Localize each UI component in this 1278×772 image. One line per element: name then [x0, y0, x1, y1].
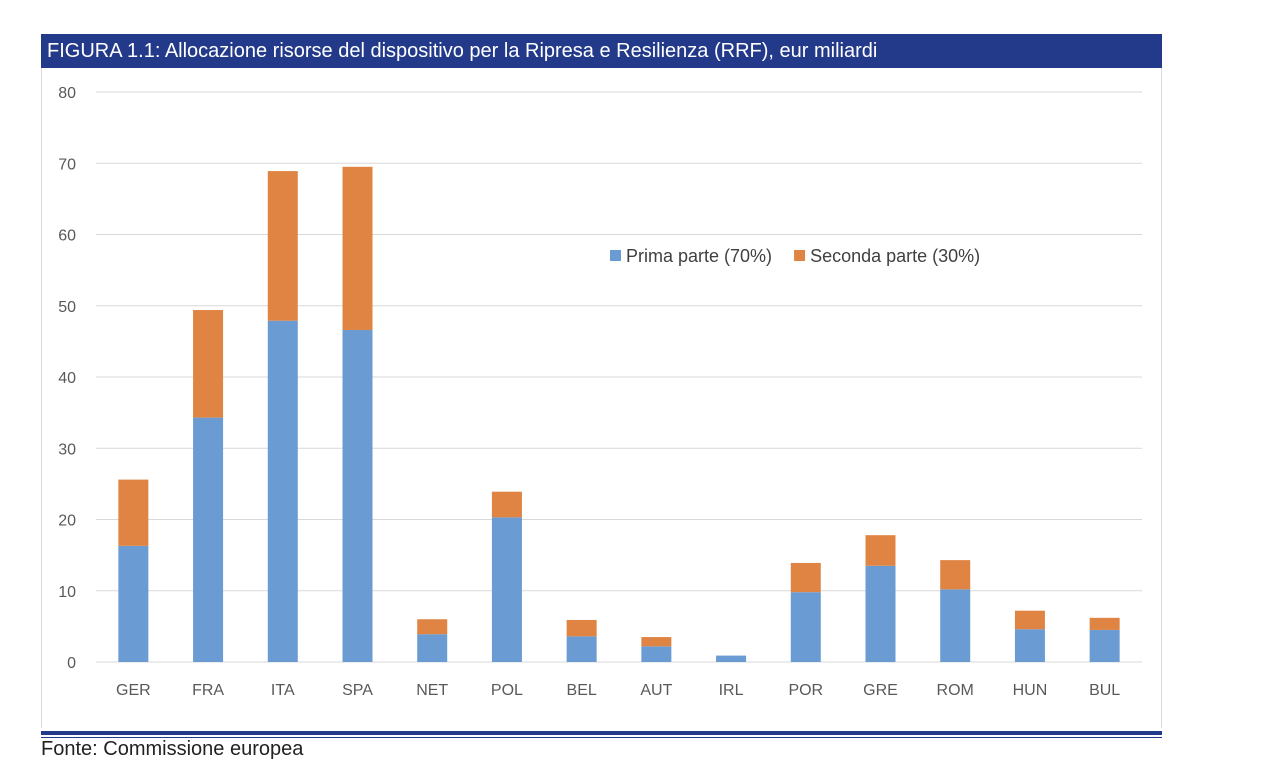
x-tick-label: HUN — [1013, 682, 1048, 699]
bar-segment-1 — [865, 565, 896, 662]
bar-segment-2 — [1014, 610, 1045, 630]
x-tick-label: POL — [491, 682, 523, 699]
footer-rule-thick — [41, 731, 1162, 735]
bar-segment-2 — [118, 479, 149, 546]
bar-segment-2 — [267, 171, 298, 321]
x-tick-label: AUT — [640, 682, 672, 699]
bar-segment-2 — [491, 491, 522, 518]
x-tick-label: GER — [116, 682, 151, 699]
x-tick-label: ROM — [937, 682, 974, 699]
footer-rule-thin — [41, 737, 1162, 738]
x-tick-label: POR — [788, 682, 823, 699]
bar-segment-1 — [118, 545, 149, 662]
bar-segment-2 — [417, 619, 448, 635]
x-tick-label: NET — [416, 682, 448, 699]
y-tick-label: 80 — [58, 85, 76, 102]
bar-segment-2 — [641, 637, 672, 647]
bar-segment-1 — [193, 417, 224, 662]
figure-title: FIGURA 1.1: Allocazione risorse del disp… — [41, 34, 1162, 68]
y-tick-label: 50 — [58, 299, 76, 316]
chart-frame: 0 10 20 30 40 50 60 70 80 GER FRA ITA SPA NET POL BEL A… — [41, 68, 1162, 728]
gridlines — [96, 91, 1142, 663]
bar-segment-1 — [491, 517, 522, 662]
legend: Prima parte (70%) Seconda parte (30%) — [610, 246, 980, 266]
bar-segment-1 — [417, 634, 448, 662]
bar-segment-2 — [940, 560, 971, 590]
bar-segment-2 — [790, 562, 821, 593]
bars — [118, 166, 1120, 662]
bar-segment-1 — [790, 592, 821, 662]
x-tick-label: SPA — [342, 682, 373, 699]
bar-segment-2 — [193, 310, 224, 418]
x-tick-label: GRE — [863, 682, 898, 699]
y-axis-ticks: 0 10 20 30 40 50 60 70 80 — [58, 85, 76, 672]
y-tick-label: 30 — [58, 441, 76, 458]
bar-segment-1 — [641, 646, 672, 662]
bar-segment-2 — [566, 619, 597, 637]
bar-segment-1 — [342, 329, 373, 662]
legend-swatch-2 — [794, 250, 806, 261]
y-tick-label: 20 — [58, 513, 76, 530]
x-tick-label: IRL — [719, 682, 744, 699]
bar-segment-2 — [342, 166, 373, 330]
y-tick-label: 40 — [58, 370, 76, 387]
y-tick-label: 70 — [58, 156, 76, 173]
bar-segment-1 — [1089, 629, 1120, 662]
legend-label-1: Prima parte (70%) — [626, 246, 772, 266]
x-tick-label: BUL — [1089, 682, 1120, 699]
y-tick-label: 0 — [67, 655, 76, 672]
bar-segment-2 — [865, 535, 896, 566]
stacked-bar-chart: 0 10 20 30 40 50 60 70 80 GER FRA ITA SPA NET POL BEL A… — [58, 85, 1142, 699]
bar-segment-2 — [1089, 617, 1120, 630]
source-note: Fonte: Commissione europea — [41, 738, 304, 760]
x-tick-label: FRA — [192, 682, 224, 699]
x-axis-ticks: GER FRA ITA SPA NET POL BEL AUT IRL POR GRE ROM HUN B… — [116, 682, 1120, 699]
bar-segment-1 — [1014, 629, 1045, 662]
x-tick-label: BEL — [567, 682, 597, 699]
x-tick-label: ITA — [271, 682, 295, 699]
y-tick-label: 60 — [58, 228, 76, 245]
y-tick-label: 10 — [58, 584, 76, 601]
legend-label-2: Seconda parte (30%) — [810, 246, 980, 266]
bar-segment-1 — [940, 589, 971, 662]
legend-swatch-1 — [610, 250, 621, 261]
bar-segment-1 — [716, 655, 747, 662]
bar-segment-1 — [267, 320, 298, 662]
bar-segment-1 — [566, 636, 597, 662]
